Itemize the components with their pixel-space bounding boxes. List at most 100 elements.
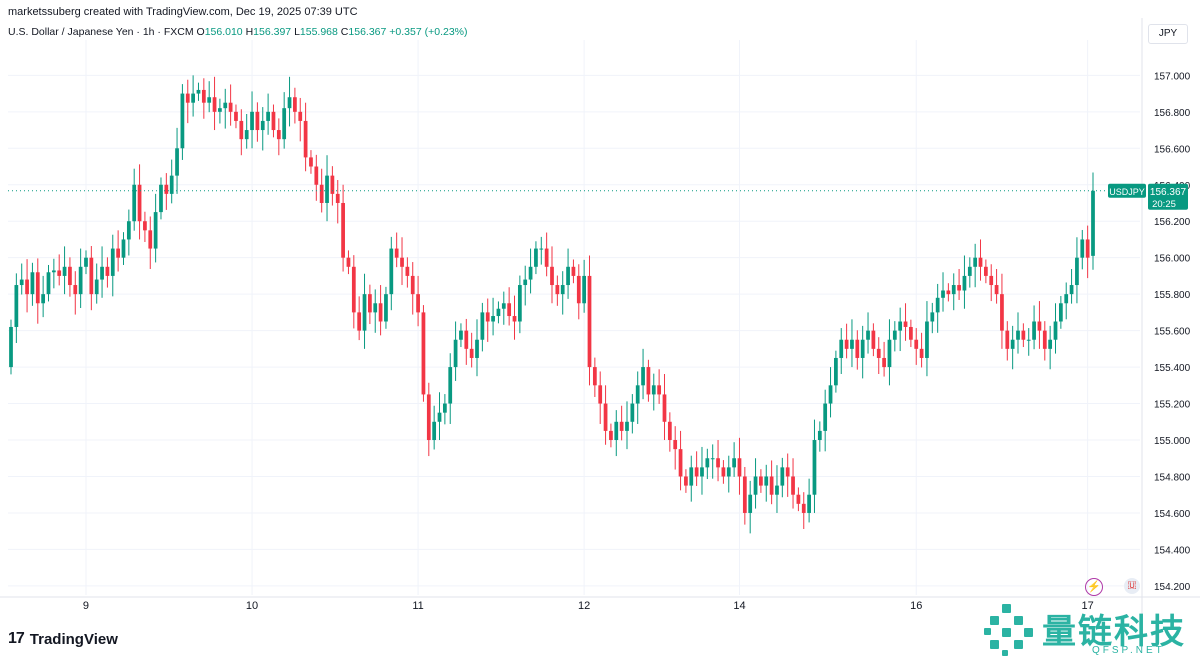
candle-body bbox=[1064, 294, 1069, 304]
candle-body bbox=[1058, 303, 1063, 322]
candle-body bbox=[14, 285, 19, 327]
candle-body bbox=[159, 184, 163, 213]
y-tick-label: 156.800 bbox=[1154, 108, 1191, 119]
candle-body bbox=[201, 89, 206, 103]
candle-body bbox=[410, 275, 415, 295]
candle-body bbox=[925, 321, 929, 358]
candle-body bbox=[817, 430, 822, 441]
candle-body bbox=[866, 330, 870, 340]
y-tick-label: 154.800 bbox=[1154, 472, 1191, 483]
candle-body bbox=[882, 357, 886, 368]
candle-body bbox=[983, 266, 988, 276]
watermark-title: 量链科技 bbox=[1042, 612, 1186, 652]
candle-body bbox=[732, 458, 736, 468]
candle-body bbox=[807, 494, 811, 513]
candle-body bbox=[748, 494, 753, 513]
candle-body bbox=[137, 184, 142, 222]
candle-body bbox=[839, 339, 844, 358]
candle-body bbox=[646, 367, 651, 395]
candle-body bbox=[223, 102, 228, 109]
candle-body bbox=[662, 394, 667, 422]
candle-body bbox=[614, 421, 619, 441]
candle-body bbox=[100, 266, 104, 280]
tradingview-mark: 17 bbox=[8, 630, 25, 647]
candle-body bbox=[523, 279, 528, 286]
symbol-name[interactable]: U.S. Dollar / Japanese Yen · 1h · FXCM bbox=[8, 26, 194, 38]
candle-body bbox=[341, 202, 345, 258]
candle-body bbox=[544, 248, 549, 267]
candle-body bbox=[309, 157, 313, 167]
candle-body bbox=[539, 248, 544, 250]
candle-body bbox=[930, 312, 935, 322]
candle-body bbox=[592, 367, 597, 386]
candle-body bbox=[271, 111, 276, 131]
candle-body bbox=[185, 93, 190, 103]
candle-body bbox=[110, 248, 115, 276]
candle-body bbox=[700, 467, 704, 477]
y-tick-label: 154.400 bbox=[1154, 545, 1191, 556]
candle-body bbox=[582, 275, 587, 304]
open-value: 156.010 bbox=[204, 26, 243, 38]
flash-icon[interactable]: ⚡ bbox=[1085, 578, 1103, 596]
candle-body bbox=[657, 385, 662, 395]
candle-body bbox=[416, 294, 420, 313]
candle-body bbox=[153, 212, 158, 249]
currency-selector[interactable]: JPY bbox=[1148, 24, 1188, 44]
candle-body bbox=[212, 97, 217, 112]
low-label: L bbox=[294, 26, 300, 38]
candle-body bbox=[641, 367, 645, 386]
candle-body bbox=[550, 266, 554, 286]
candle-body bbox=[957, 285, 961, 291]
high-value: 156.397 bbox=[253, 26, 292, 38]
y-tick-label: 154.600 bbox=[1154, 509, 1191, 520]
candle-body bbox=[282, 108, 287, 140]
candle-body bbox=[218, 108, 222, 112]
candle-body bbox=[389, 248, 394, 295]
symbol-info-row: U.S. Dollar / Japanese Yen · 1h · FXCM O… bbox=[8, 26, 468, 38]
price-tag-countdown: 20:25 bbox=[1152, 199, 1176, 210]
candle-body bbox=[801, 503, 806, 513]
candle-body bbox=[989, 275, 994, 286]
candle-body bbox=[941, 290, 945, 298]
candle-body bbox=[796, 494, 801, 504]
watermark-subtitle: QFSP.NET bbox=[1092, 645, 1165, 656]
candle-body bbox=[164, 184, 169, 194]
candle-body bbox=[780, 467, 785, 486]
candle-body bbox=[196, 89, 201, 94]
us-flag-icon[interactable]: 🇺 bbox=[1124, 578, 1140, 594]
candle-body bbox=[775, 485, 779, 495]
candle-body bbox=[234, 111, 238, 121]
open-label: O bbox=[196, 26, 205, 38]
candle-body bbox=[962, 275, 967, 291]
candle-body bbox=[46, 272, 51, 295]
candle-body bbox=[319, 184, 324, 203]
candle-body bbox=[1021, 330, 1026, 340]
tradingview-brand: TradingView bbox=[29, 630, 118, 648]
candle-body bbox=[437, 412, 442, 422]
tradingview-logo[interactable]: 17 TradingView bbox=[8, 630, 118, 648]
candle-body bbox=[126, 221, 131, 240]
low-value: 155.968 bbox=[299, 26, 338, 38]
candle-body bbox=[255, 111, 260, 131]
candle-body bbox=[507, 303, 512, 317]
candle-body bbox=[351, 266, 356, 313]
x-tick-label: 11 bbox=[412, 600, 423, 612]
candle-body bbox=[850, 339, 854, 349]
candle-body bbox=[442, 403, 447, 413]
candle-body bbox=[1085, 239, 1090, 258]
candle-body bbox=[30, 272, 35, 295]
candle-body bbox=[812, 440, 817, 495]
candle-body bbox=[35, 272, 40, 304]
candle-body bbox=[534, 248, 538, 267]
candle-body bbox=[180, 93, 185, 149]
candle-body bbox=[148, 230, 153, 249]
y-tick-label: 156.200 bbox=[1154, 217, 1191, 228]
candle-body bbox=[871, 330, 876, 349]
candle-body bbox=[143, 221, 147, 231]
candle-body bbox=[1010, 339, 1015, 349]
candle-body bbox=[459, 330, 463, 340]
candle-body bbox=[501, 303, 506, 309]
close-value: 156.367 bbox=[348, 26, 387, 38]
candle-body bbox=[491, 316, 495, 322]
